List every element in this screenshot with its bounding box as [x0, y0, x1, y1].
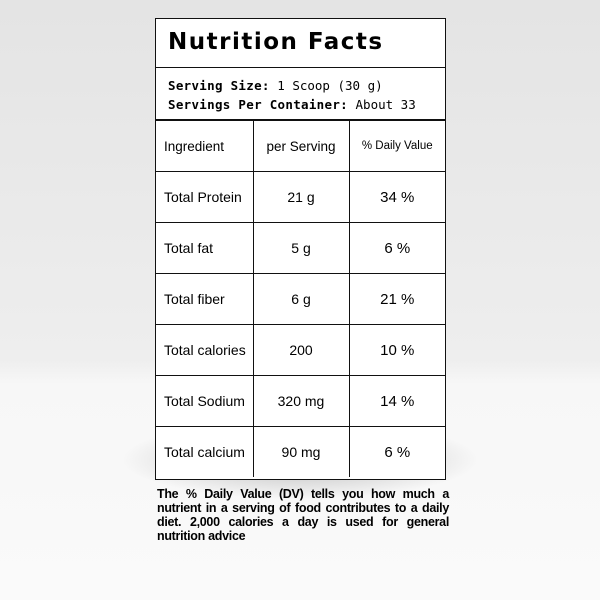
- table-cell: 21 %: [348, 273, 445, 325]
- label: Serving Size:: [168, 78, 270, 93]
- table-cell: 14 %: [348, 375, 445, 427]
- table-cell: 90 mg: [252, 426, 350, 477]
- footnote: The % Daily Value (DV) tells you how muc…: [157, 487, 449, 543]
- table-cell: 6 %: [348, 426, 445, 477]
- table-cell: 5 g: [252, 222, 350, 274]
- value: 1 Scoop (30 g): [277, 78, 383, 93]
- table-row: Total Sodium 320 mg 14 %: [156, 375, 445, 427]
- table-cell: Total fiber: [156, 273, 254, 325]
- label: Servings Per Container:: [168, 97, 348, 112]
- column-header: per Serving: [252, 120, 350, 172]
- nutrition-label: Nutrition Facts Serving Size: 1 Scoop (3…: [155, 18, 446, 480]
- table-row: Total calories 200 10 %: [156, 324, 445, 376]
- table-cell: 6 g: [252, 273, 350, 325]
- header-row: Ingredient per Serving% Daily Value: [156, 120, 445, 172]
- table-cell: Total calcium: [156, 426, 254, 477]
- table-cell: Total calories: [156, 324, 254, 376]
- servings-per-container: Servings Per Container: About 33: [168, 95, 445, 114]
- table-cell: 10 %: [348, 324, 445, 376]
- table-cell: 320 mg: [252, 375, 350, 427]
- value: About 33: [355, 97, 416, 112]
- column-header: Ingredient: [156, 120, 254, 172]
- serving-info: Serving Size: 1 Scoop (30 g) Servings Pe…: [156, 68, 445, 120]
- table-row: Total calcium 90 mg 6 %: [156, 426, 445, 477]
- table-cell: 200: [252, 324, 350, 376]
- title: Nutrition Facts: [156, 19, 445, 68]
- serving-size: Serving Size: 1 Scoop (30 g): [168, 76, 445, 95]
- table-cell: Total Protein: [156, 171, 254, 223]
- column-header: % Daily Value: [348, 120, 445, 172]
- table-cell: 34 %: [348, 171, 445, 223]
- table-cell: 21 g: [252, 171, 350, 223]
- table-row: Total Protein 21 g 34 %: [156, 171, 445, 223]
- table-row: Total fiber 6 g 21 %: [156, 273, 445, 325]
- table-cell: Total Sodium: [156, 375, 254, 427]
- nutrition-table: Ingredient per Serving% Daily Value Total …: [156, 120, 445, 477]
- table-cell: 6 %: [348, 222, 445, 274]
- table-cell: Total fat: [156, 222, 254, 274]
